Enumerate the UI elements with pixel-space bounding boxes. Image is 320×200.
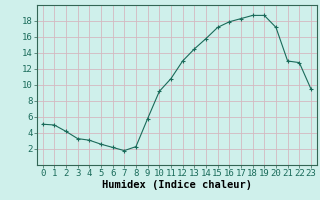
X-axis label: Humidex (Indice chaleur): Humidex (Indice chaleur) [102, 180, 252, 190]
